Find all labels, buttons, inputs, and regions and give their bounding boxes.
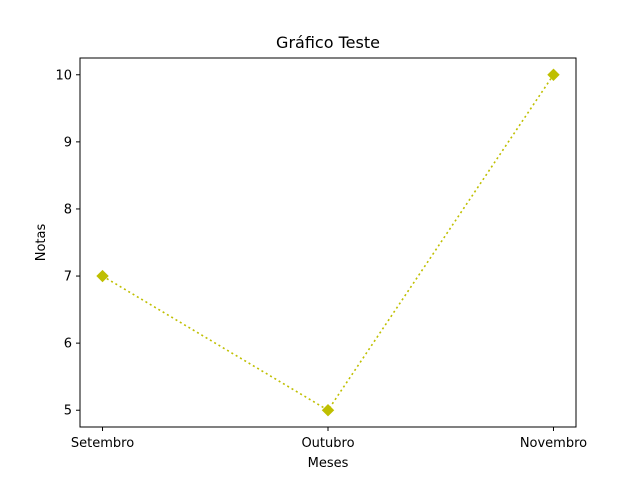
- data-point-marker: [321, 404, 335, 417]
- x-axis: Setembro Outubro Novembro: [71, 427, 587, 451]
- y-tick-label: 8: [64, 202, 72, 217]
- y-tick-label: 5: [64, 404, 72, 419]
- y-axis-label: Notas: [34, 224, 49, 262]
- data-point-marker: [96, 269, 109, 283]
- plot-area: [96, 68, 560, 417]
- x-tick-label: Setembro: [71, 436, 134, 451]
- y-tick-label: 10: [55, 68, 72, 83]
- y-tick-label: 9: [64, 135, 72, 150]
- x-tick-label: Outubro: [301, 436, 354, 451]
- series-line: [102, 74, 555, 412]
- x-tick-label: Novembro: [520, 436, 587, 451]
- y-axis: 5 6 7 8 9 10: [55, 68, 80, 419]
- y-tick-label: 6: [64, 337, 72, 352]
- x-axis-label: Meses: [308, 456, 349, 471]
- y-tick-label: 7: [64, 270, 72, 285]
- data-point-marker: [547, 68, 560, 81]
- chart-title: Gráfico Teste: [276, 33, 380, 52]
